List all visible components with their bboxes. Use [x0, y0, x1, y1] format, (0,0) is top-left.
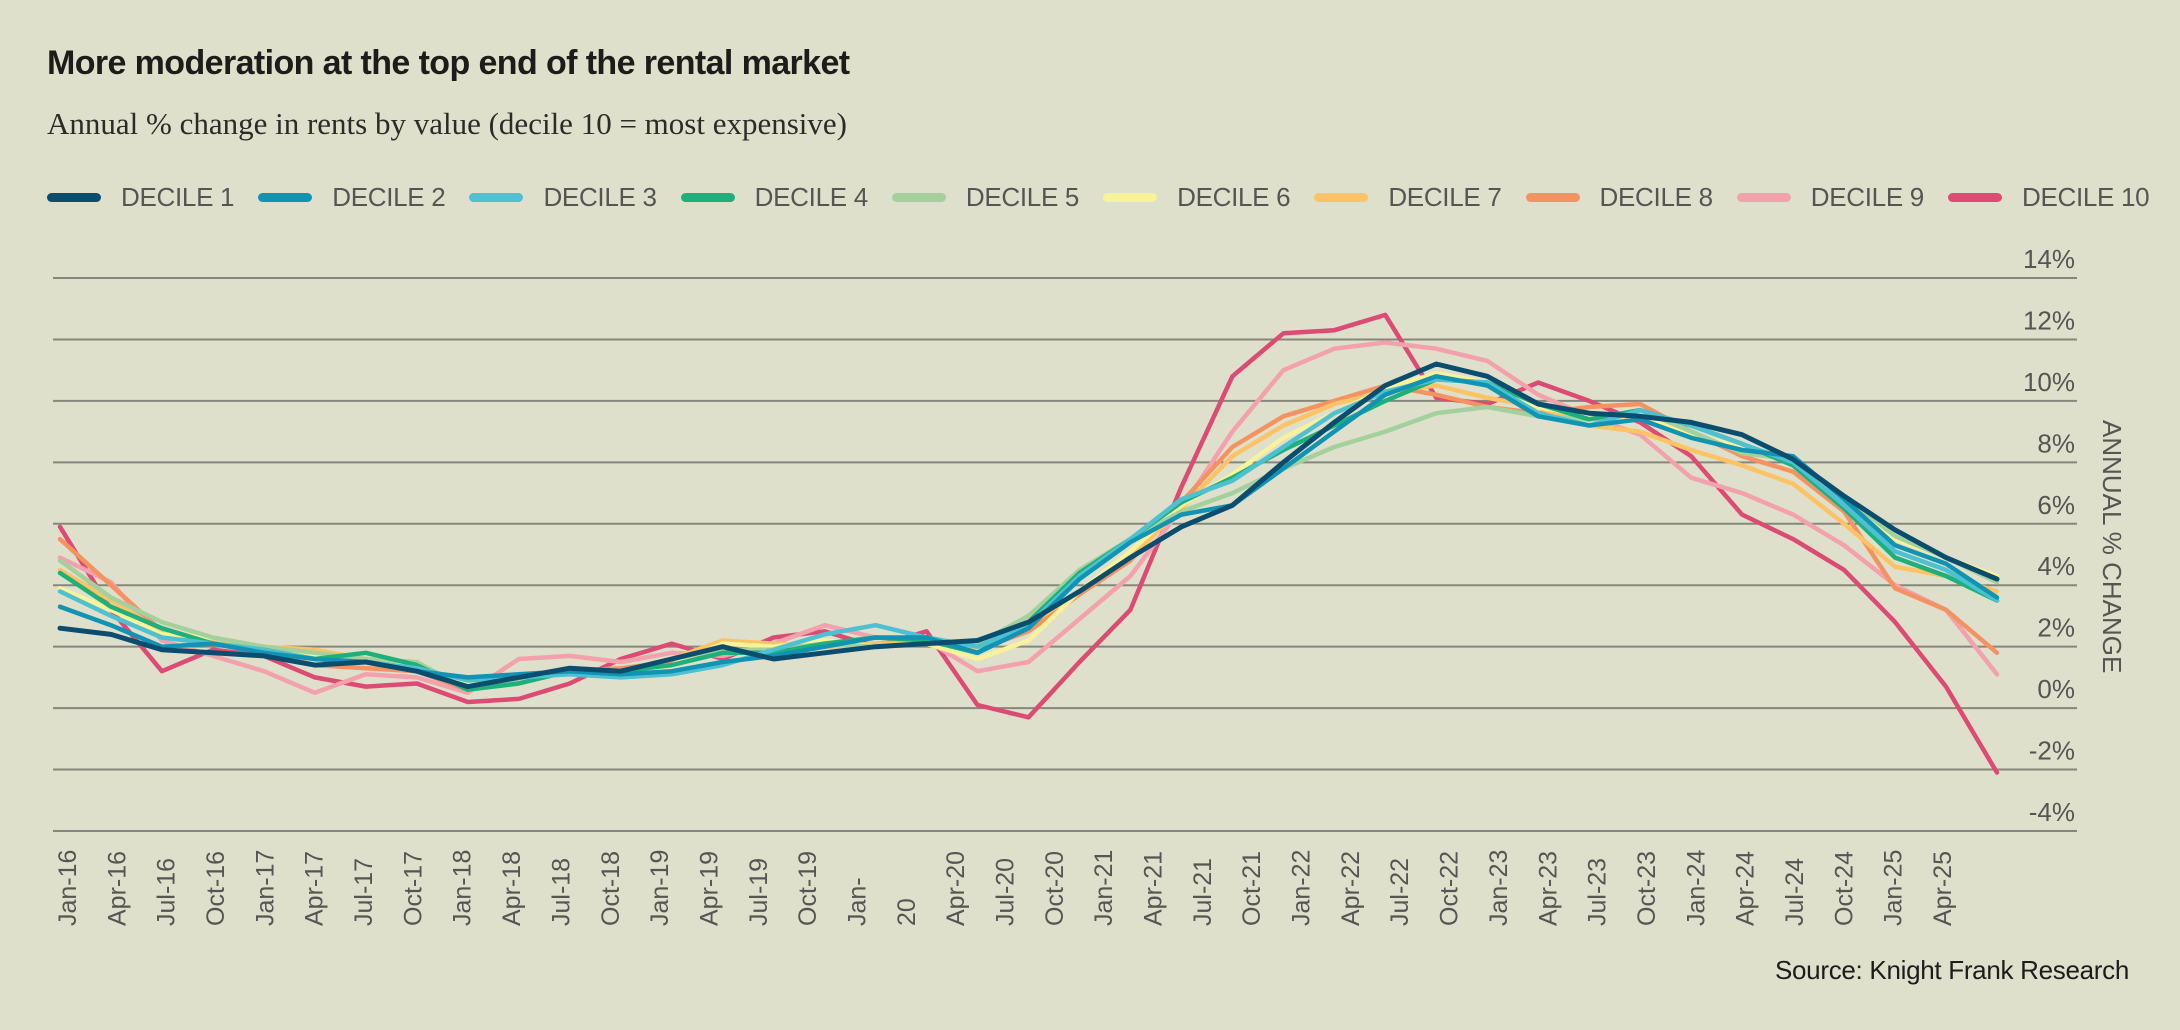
y-tick-label: 0%: [2037, 674, 2075, 704]
legend-item-decile-6: DECILE 6: [1103, 182, 1291, 213]
x-tick-label: Jul-21: [1189, 858, 1217, 926]
series-line-decile-6: [57, 370, 2000, 686]
legend-swatch: [1525, 193, 1580, 202]
x-tick-label: Jul-18: [547, 858, 575, 926]
legend-label: DECILE 1: [121, 182, 235, 212]
x-tick-label: Oct-18: [597, 851, 625, 926]
x-tick-label: Jan-19: [646, 850, 674, 926]
legend-item-decile-8: DECILE 8: [1525, 182, 1714, 213]
y-tick-label: 8%: [2037, 428, 2075, 458]
x-tick-label: Jul-16: [153, 858, 181, 926]
legend-item-decile-10: DECILE 10: [1947, 182, 2150, 213]
legend-swatch: [1736, 193, 1791, 202]
x-tick-label: Jul-22: [1386, 858, 1414, 926]
y-axis-label: ANNUAL % CHANGE: [2097, 420, 2127, 673]
x-tick-label: Apr-22: [1337, 851, 1365, 926]
x-tick-label: Apr-18: [498, 851, 526, 926]
y-tick-label: 4%: [2037, 551, 2075, 581]
legend-swatch: [258, 193, 313, 202]
legend-label: DECILE 3: [543, 182, 657, 212]
x-tick-label: Jul-24: [1781, 858, 1809, 926]
x-tick-label: Oct-17: [399, 851, 427, 926]
legend-swatch: [1103, 193, 1158, 202]
y-tick-label: 2%: [2037, 613, 2075, 643]
x-tick-label: Oct-23: [1633, 851, 1661, 926]
gridlines: [53, 277, 2077, 832]
legend-label: DECILE 7: [1388, 182, 1502, 212]
legend-label: DECILE 10: [2021, 182, 2150, 212]
x-tick-label: 20: [893, 898, 921, 926]
legend-label: DECILE 9: [1810, 182, 1925, 212]
legend-swatch: [891, 193, 946, 202]
y-tick-label: 10%: [2023, 367, 2075, 397]
legend-swatch: [1314, 193, 1369, 202]
x-tick-label: Jan-16: [54, 850, 82, 926]
chart-title: More moderation at the top end of the re…: [47, 44, 850, 82]
x-axis-ticks: Jan-16 Apr-16 Jul-16 Oct-16 Jan-17 Apr-17 Jul-…: [54, 849, 1957, 926]
legend-label: DECILE 5: [965, 182, 1080, 212]
x-tick-label: Apr-20: [942, 851, 970, 926]
legend-swatch: [1947, 193, 2002, 202]
series-line-decile-10: [57, 312, 2000, 775]
x-tick-label: Apr-23: [1534, 851, 1562, 926]
legend-item-decile-2: DECILE 2: [258, 182, 446, 213]
x-tick-label: Oct-22: [1436, 851, 1464, 926]
x-tick-label: Apr-25: [1929, 851, 1957, 926]
y-axis-ticks: 14% 12% 10% 8% 6% 4% 2% 0% -2% -4%: [2023, 244, 2075, 827]
x-tick-label: Jan-: [843, 877, 871, 926]
x-tick-label: Apr-21: [1140, 851, 1168, 926]
legend-label: DECILE 4: [754, 182, 869, 212]
x-tick-label: Oct-24: [1830, 851, 1858, 926]
legend-label: DECILE 2: [332, 182, 446, 212]
x-tick-label: Jan-24: [1682, 849, 1710, 926]
chart-subtitle: Annual % change in rents by value (decil…: [47, 106, 847, 141]
y-tick-label: 6%: [2037, 490, 2075, 520]
legend-swatch: [680, 193, 735, 202]
x-tick-label: Jul-19: [745, 858, 773, 926]
x-tick-label: Jul-17: [350, 858, 378, 926]
series-line-decile-5: [57, 404, 2000, 692]
legend-swatch: [47, 193, 101, 202]
x-tick-label: Jan-17: [251, 850, 279, 926]
x-tick-label: Apr-16: [103, 851, 131, 926]
x-tick-label: Oct-20: [1041, 851, 1069, 926]
legend-item-decile-3: DECILE 3: [469, 182, 657, 213]
y-tick-label: 12%: [2023, 305, 2075, 335]
series-lines: [57, 312, 2000, 775]
x-tick-label: Apr-24: [1732, 851, 1760, 926]
x-tick-label: Jul-23: [1584, 858, 1612, 926]
x-tick-label: Jan-23: [1485, 850, 1513, 926]
legend-item-decile-4: DECILE 4: [680, 182, 869, 213]
x-tick-label: Jan-25: [1880, 850, 1908, 926]
x-tick-label: Oct-19: [794, 851, 822, 926]
x-tick-label: Jan-18: [449, 850, 477, 926]
y-tick-label: -4%: [2029, 797, 2075, 827]
x-tick-label: Jan-22: [1288, 850, 1316, 926]
x-tick-label: Jul-20: [992, 858, 1020, 926]
legend-swatch: [469, 193, 524, 202]
source-note: Source: Knight Frank Research: [1774, 955, 2129, 985]
x-tick-label: Jan-21: [1090, 850, 1118, 926]
x-tick-label: Apr-19: [695, 851, 723, 926]
legend-label: DECILE 8: [1599, 182, 1714, 212]
legend-label: DECILE 6: [1177, 182, 1291, 212]
y-tick-label: 14%: [2023, 244, 2075, 274]
legend-item-decile-1: DECILE 1: [47, 182, 235, 213]
series-line-decile-1: [57, 361, 2000, 690]
legend-item-decile-9: DECILE 9: [1736, 182, 1925, 213]
x-tick-label: Oct-21: [1238, 851, 1266, 926]
legend-item-decile-5: DECILE 5: [891, 182, 1080, 213]
y-tick-label: -2%: [2029, 736, 2075, 766]
legend: DECILE 1 DECILE 2 DECILE 3 DECILE 4 DECILE 5…: [47, 182, 2173, 213]
x-tick-label: Oct-16: [202, 851, 230, 926]
legend-item-decile-7: DECILE 7: [1314, 182, 1502, 213]
series-line-decile-9: [57, 340, 2000, 696]
x-tick-label: Apr-17: [301, 851, 329, 926]
